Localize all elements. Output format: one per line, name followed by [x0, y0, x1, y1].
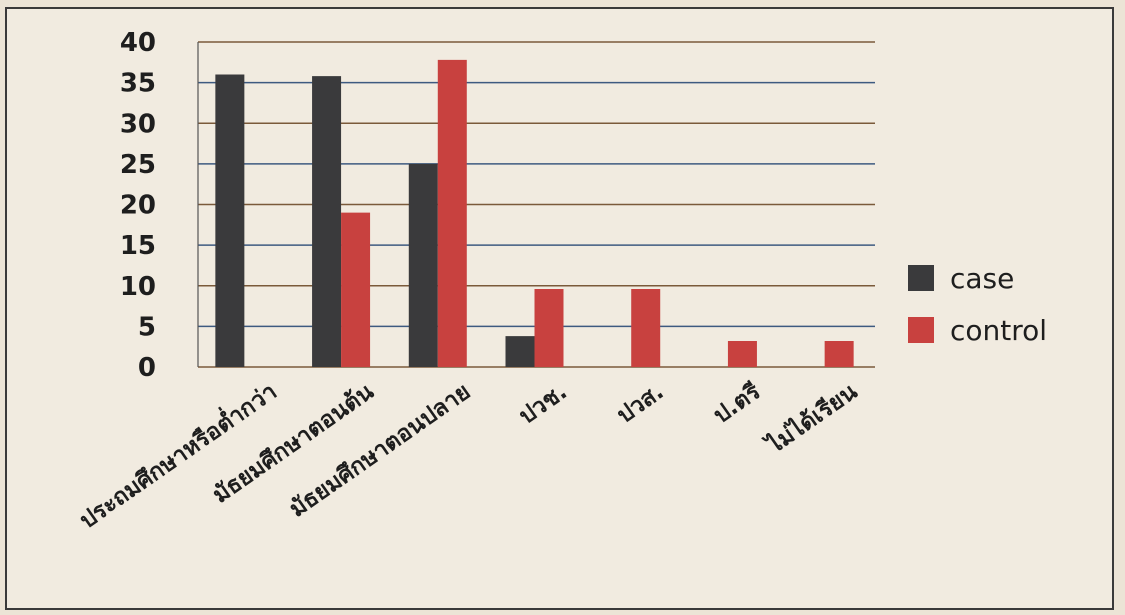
gridlines [197, 41, 875, 368]
bar-case [215, 74, 245, 367]
bar-control [437, 59, 467, 367]
bar-case [408, 163, 438, 367]
y-tick-label: 20 [120, 191, 156, 221]
legend-swatch-case [908, 265, 934, 291]
bar-control [727, 341, 757, 367]
legend-swatch-control [908, 317, 934, 343]
bar-control [534, 289, 564, 367]
y-tick-label: 10 [120, 272, 156, 302]
y-tick-label: 30 [120, 109, 156, 139]
y-tick-label: 15 [120, 231, 156, 261]
y-tick-label: 25 [120, 150, 156, 180]
legend: case control [908, 262, 1047, 347]
y-tick-label: 40 [120, 28, 156, 58]
legend-label-case: case [950, 262, 1014, 295]
y-tick-label: 0 [138, 353, 156, 383]
bar-control [824, 341, 854, 367]
bar-control [341, 212, 371, 367]
bars [215, 59, 854, 367]
y-tick-label: 5 [138, 312, 156, 342]
bar-case [505, 336, 535, 367]
legend-label-control: control [950, 314, 1047, 347]
bar-case [312, 76, 342, 367]
y-tick-label: 35 [120, 69, 156, 99]
bar-control [631, 289, 661, 367]
y-axis-ticks: 0 5 10 15 20 25 30 35 40 [120, 28, 156, 383]
